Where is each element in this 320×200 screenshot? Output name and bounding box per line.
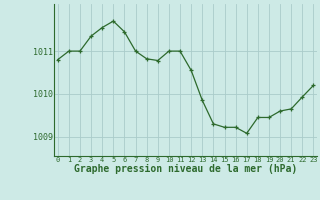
X-axis label: Graphe pression niveau de la mer (hPa): Graphe pression niveau de la mer (hPa) — [74, 164, 297, 174]
